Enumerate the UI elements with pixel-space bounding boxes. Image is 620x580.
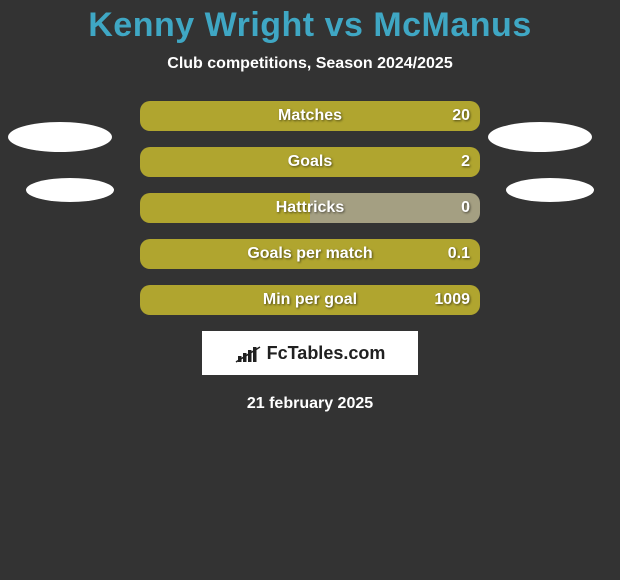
- bar-chart-icon: [235, 343, 261, 363]
- logo-text: FcTables.com: [267, 343, 386, 364]
- stat-bar-left: [140, 193, 310, 223]
- stat-bar-right: [310, 193, 480, 223]
- stat-bar-track: [140, 285, 480, 315]
- page: Kenny Wright vs McManus Club competition…: [0, 0, 620, 580]
- stat-row: Min per goal1009: [0, 285, 620, 315]
- stat-bar-right: [140, 101, 480, 131]
- avatar-left-placeholder-1: [8, 122, 112, 152]
- avatar-right-placeholder-2: [506, 178, 594, 202]
- footer-date: 21 february 2025: [0, 395, 620, 413]
- logo-badge: FcTables.com: [202, 331, 418, 375]
- stat-bar-track: [140, 147, 480, 177]
- stat-bar-right: [140, 147, 480, 177]
- avatar-left-placeholder-2: [26, 178, 114, 202]
- stat-bar-right: [140, 239, 480, 269]
- page-subtitle: Club competitions, Season 2024/2025: [0, 55, 620, 73]
- page-title: Kenny Wright vs McManus: [0, 6, 620, 45]
- stat-bar-right: [140, 285, 480, 315]
- avatar-right-placeholder-1: [488, 122, 592, 152]
- stat-row: Goals per match0.1: [0, 239, 620, 269]
- stat-bar-track: [140, 193, 480, 223]
- stat-bar-track: [140, 101, 480, 131]
- stat-bar-track: [140, 239, 480, 269]
